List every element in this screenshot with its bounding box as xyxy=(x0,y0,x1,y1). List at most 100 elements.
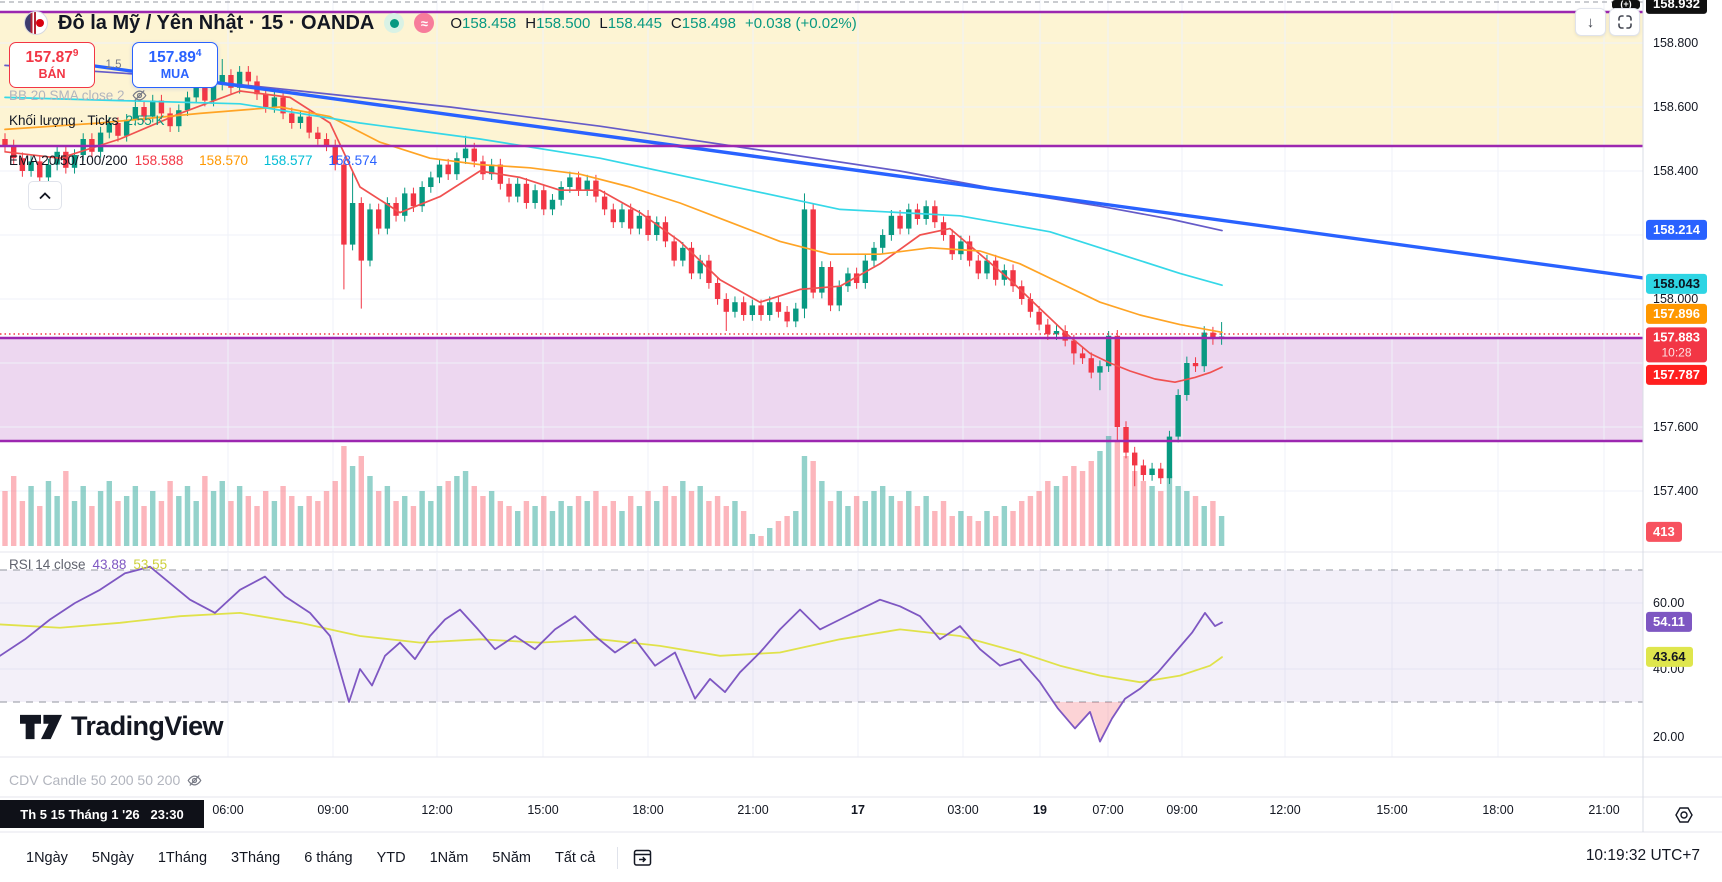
candle xyxy=(627,209,634,229)
trade-panel: 157.879 BÁN 1.5 157.894 MUA xyxy=(9,42,218,88)
price-tick-label: 20.00 xyxy=(1653,730,1685,744)
eye-off-icon[interactable] xyxy=(187,773,202,788)
time-axis-label: 18:00 xyxy=(632,803,664,817)
candle xyxy=(384,203,391,229)
volume-bar xyxy=(723,506,729,546)
rsi-legend-row[interactable]: RSI 14 close 43.88 53.55 xyxy=(9,557,167,572)
candle xyxy=(263,94,269,107)
range-button-1tháng[interactable]: 1Tháng xyxy=(157,849,208,866)
time-axis-label: 12:00 xyxy=(421,803,453,817)
volume-bar xyxy=(454,476,460,546)
symbol-header: Đô la Mỹ / Yên Nhật · 15 · OANDA ≈ O158.… xyxy=(24,9,857,37)
crosshair-time-tooltip: Th 5 15 Tháng 1 '26 23:30 xyxy=(0,800,204,828)
volume-bar xyxy=(610,501,616,546)
candle xyxy=(688,247,695,274)
volume-bar xyxy=(688,491,695,546)
candle xyxy=(879,235,886,248)
volume-bar xyxy=(1218,516,1225,546)
candle xyxy=(958,241,964,255)
volume-bar xyxy=(515,511,521,546)
collapse-legend-button[interactable] xyxy=(28,181,62,210)
candle xyxy=(236,71,243,88)
candle xyxy=(923,206,929,219)
candle xyxy=(1097,366,1103,373)
time-axis-label: 09:00 xyxy=(1166,803,1198,817)
volume-bar xyxy=(601,506,608,546)
eye-off-icon[interactable] xyxy=(132,88,147,103)
volume-value-chip: 413 xyxy=(1646,521,1682,543)
volume-bar xyxy=(1001,506,1008,546)
rsi-pane[interactable] xyxy=(0,553,1643,757)
tradingview-logo[interactable]: TradingView xyxy=(20,711,224,742)
symbol-title[interactable]: Đô la Mỹ / Yên Nhật · 15 · OANDA xyxy=(58,11,375,34)
range-button-ytd[interactable]: YTD xyxy=(376,849,406,866)
candle xyxy=(367,209,373,261)
ema-legend-row[interactable]: EMA 20/50/100/200 158.588 158.570 158.57… xyxy=(9,153,389,168)
volume-bar xyxy=(219,481,225,546)
range-button-tất-cả[interactable]: Tất cả xyxy=(554,849,596,866)
scroll-down-button[interactable]: ↓ xyxy=(1575,8,1606,36)
volume-legend-value: 2.55 K xyxy=(125,113,165,128)
time-axis-label: 06:00 xyxy=(212,803,244,817)
candle xyxy=(975,260,981,274)
partial-alert-chip[interactable]: (+) xyxy=(1612,0,1640,9)
ema20-legend-value: 158.588 xyxy=(134,153,184,168)
candle xyxy=(784,311,790,322)
bottom-toolbar: 1Ngày 5Ngày 1Tháng 3Tháng 6 tháng YTD 1Năm 5Năm… xyxy=(0,833,1722,882)
bb-legend-row[interactable]: BB 20 SMA close 2 xyxy=(9,88,147,103)
volume-bar xyxy=(1027,496,1034,546)
range-button-5năm[interactable]: 5Năm xyxy=(492,849,531,866)
settings-gear-icon[interactable] xyxy=(1674,805,1694,830)
sell-button[interactable]: 157.879 BÁN xyxy=(9,42,95,88)
candle xyxy=(671,241,677,261)
ema50-legend-value: 158.570 xyxy=(199,153,248,168)
candle xyxy=(992,260,999,280)
time-axis-label: 12:00 xyxy=(1269,803,1301,817)
volume-bar xyxy=(80,486,86,546)
range-button-1năm[interactable]: 1Năm xyxy=(429,849,469,866)
range-button-1ngày[interactable]: 1Ngày xyxy=(26,849,68,866)
candle xyxy=(150,100,156,117)
main-pane[interactable] xyxy=(0,0,1643,552)
candle xyxy=(402,193,408,216)
go-to-date-button[interactable] xyxy=(628,843,657,872)
range-button-5ngày[interactable]: 5Ngày xyxy=(91,849,134,866)
volume-bar xyxy=(879,486,886,546)
candle xyxy=(19,158,26,171)
delayed-data-icon[interactable]: ≈ xyxy=(414,13,435,33)
cdv-legend-row[interactable]: CDV Candle 50 200 50 200 xyxy=(9,772,202,788)
time-axis-label: 19 xyxy=(1033,803,1047,817)
yellow-zone[interactable] xyxy=(0,12,1643,146)
range-button-3tháng[interactable]: 3Tháng xyxy=(231,849,281,866)
volume-bar xyxy=(697,486,703,546)
volume-bar xyxy=(740,511,747,546)
volume-bar xyxy=(1132,471,1138,546)
volume-bar xyxy=(323,491,330,546)
candle xyxy=(740,302,747,315)
candle xyxy=(445,164,451,175)
candle xyxy=(1149,468,1155,475)
reset-scale-button[interactable] xyxy=(1609,8,1640,36)
volume-bar xyxy=(1149,486,1155,546)
purple-zone[interactable] xyxy=(0,338,1643,441)
volume-bar xyxy=(2,491,8,546)
high-value: 158.500 xyxy=(536,14,591,32)
volume-legend-row[interactable]: Khối lượng · Ticks 2.55 K xyxy=(9,113,164,128)
candle xyxy=(158,100,165,114)
clock-timezone: UTC+7 xyxy=(1650,847,1700,864)
volume-bar xyxy=(332,481,338,546)
volume-bar xyxy=(906,491,912,546)
volume-bar xyxy=(593,491,599,546)
session-clock[interactable]: 10:19:32 UTC+7 xyxy=(1586,847,1700,865)
buy-button[interactable]: 157.894 MUA xyxy=(132,42,218,88)
volume-bar xyxy=(184,486,191,546)
candle xyxy=(680,247,686,261)
candle xyxy=(1036,311,1042,325)
maximize-icon xyxy=(1617,15,1632,29)
range-button-6-tháng[interactable]: 6 tháng xyxy=(304,849,353,866)
market-status-icon[interactable] xyxy=(384,13,405,33)
low-label: L xyxy=(599,14,608,32)
volume-bar xyxy=(1175,486,1181,546)
rsi-legend-label: RSI 14 close xyxy=(9,557,86,572)
